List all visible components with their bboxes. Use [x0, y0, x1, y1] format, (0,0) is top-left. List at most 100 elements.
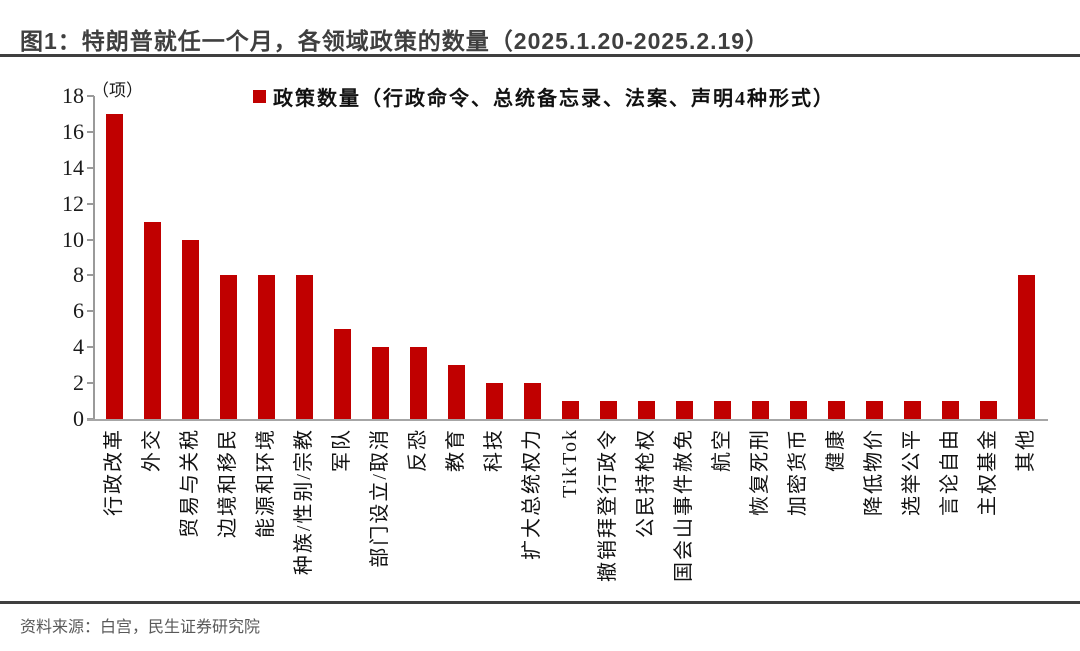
x-category-label: 言论自由 — [939, 428, 961, 516]
y-tick-mark — [87, 202, 94, 205]
x-category-label: 撤销拜登行政令 — [597, 428, 619, 582]
x-label-cell: 能源和环境 — [247, 421, 285, 603]
bar-cell — [741, 96, 779, 419]
bar-cell — [703, 96, 741, 419]
x-label-cell: TikTok — [551, 421, 589, 603]
bar-cell — [285, 96, 323, 419]
bar-cell — [855, 96, 893, 419]
x-label-cell: 言论自由 — [931, 421, 969, 603]
bar-cell — [513, 96, 551, 419]
bar-边境和移民 — [219, 275, 237, 419]
bar-种族/性别/宗教 — [295, 275, 313, 419]
bar-cell — [969, 96, 1007, 419]
y-tick-mark — [87, 238, 94, 241]
y-tick-label: 16 — [62, 118, 84, 144]
x-label-cell: 部门设立/取消 — [361, 421, 399, 603]
bar-cell — [551, 96, 589, 419]
x-axis-labels: 行政改革 外交 贸易与关税 边境和移民 能源和环境 种族/性别/宗教 军队 部门设立/取消 反恐… — [95, 421, 1045, 603]
bar-cell — [399, 96, 437, 419]
bar-cell — [893, 96, 931, 419]
y-tick-label: 8 — [73, 262, 84, 288]
bar-部门设立/取消 — [371, 347, 389, 419]
x-label-cell: 公民持枪权 — [627, 421, 665, 603]
y-tick-label: 18 — [62, 83, 84, 108]
x-label-cell: 健康 — [817, 421, 855, 603]
y-tick-mark — [87, 382, 94, 385]
bar-健康 — [827, 401, 845, 419]
legend-red-square-icon — [253, 90, 266, 103]
x-label-cell: 贸易与关税 — [171, 421, 209, 603]
x-category-label: 教育 — [445, 428, 467, 472]
x-category-label: 国会山事件赦免 — [673, 428, 695, 582]
bar-反恐 — [409, 347, 427, 419]
x-label-cell: 航空 — [703, 421, 741, 603]
x-label-cell: 行政改革 — [95, 421, 133, 603]
source-note: 资料来源：白宫，民生证券研究院 — [20, 619, 261, 636]
bar-公民持枪权 — [637, 401, 655, 419]
bar-cell — [1007, 96, 1045, 419]
x-label-cell: 国会山事件赦免 — [665, 421, 703, 603]
footer-divider-rule — [0, 601, 1080, 604]
bar-主权基金 — [979, 401, 997, 419]
x-category-label: 扩大总统权力 — [521, 428, 543, 560]
x-category-label: 公民持枪权 — [635, 428, 657, 538]
bar-扩大总统权力 — [523, 383, 541, 419]
bar-cell — [475, 96, 513, 419]
bar-其他 — [1017, 275, 1035, 419]
x-label-cell: 军队 — [323, 421, 361, 603]
bar-cell — [627, 96, 665, 419]
bar-教育 — [447, 365, 465, 419]
bar-言论自由 — [941, 401, 959, 419]
bar-cell — [133, 96, 171, 419]
x-category-label: TikTok — [559, 428, 581, 498]
x-label-cell: 选举公平 — [893, 421, 931, 603]
x-category-label: 加密货币 — [787, 428, 809, 516]
bar-降低物价 — [865, 401, 883, 419]
x-category-label: 选举公平 — [901, 428, 923, 516]
x-category-label: 外交 — [141, 428, 163, 472]
y-tick-label: 2 — [73, 370, 84, 396]
y-tick-label: 10 — [62, 226, 84, 252]
x-category-label: 部门设立/取消 — [369, 428, 391, 568]
plot-area — [95, 96, 1045, 419]
x-label-cell: 外交 — [133, 421, 171, 603]
y-tick-mark — [87, 310, 94, 313]
bar-cell — [95, 96, 133, 419]
y-tick-mark — [87, 274, 94, 277]
bar-cell — [323, 96, 361, 419]
y-tick-mark — [87, 130, 94, 133]
bar-外交 — [143, 221, 161, 419]
x-category-label: 降低物价 — [863, 428, 885, 516]
bar-恢复死刑 — [751, 401, 769, 419]
bar-军队 — [333, 329, 351, 419]
y-axis-unit-label: （项） — [92, 81, 143, 100]
chart-legend: 政策数量（行政命令、总统备忘录、法案、声明4种形式） — [253, 82, 835, 111]
x-category-label: 能源和环境 — [255, 428, 277, 538]
bar-cell — [361, 96, 399, 419]
x-category-label: 主权基金 — [977, 428, 999, 516]
x-category-label: 贸易与关税 — [179, 428, 201, 538]
x-category-label: 行政改革 — [103, 428, 125, 516]
y-tick-label: 6 — [73, 298, 84, 324]
y-tick-mark — [87, 346, 94, 349]
bar-TikTok — [561, 401, 579, 419]
x-category-label: 航空 — [711, 428, 733, 472]
bar-贸易与关税 — [181, 239, 199, 419]
bar-cell — [437, 96, 475, 419]
x-category-label: 边境和移民 — [217, 428, 239, 538]
bar-cell — [779, 96, 817, 419]
y-tick-label: 4 — [73, 334, 84, 360]
x-category-label: 健康 — [825, 428, 847, 472]
bar-加密货币 — [789, 401, 807, 419]
y-tick-mark — [87, 95, 94, 97]
y-axis-line — [93, 96, 95, 421]
x-label-cell: 边境和移民 — [209, 421, 247, 603]
legend-series-label: 政策数量（行政命令、总统备忘录、法案、声明4种形式） — [273, 88, 835, 110]
bar-撤销拜登行政令 — [599, 401, 617, 419]
bar-选举公平 — [903, 401, 921, 419]
bar-cell — [209, 96, 247, 419]
x-label-cell: 扩大总统权力 — [513, 421, 551, 603]
y-tick-label: 12 — [62, 190, 84, 216]
y-tick-mark — [87, 166, 94, 169]
